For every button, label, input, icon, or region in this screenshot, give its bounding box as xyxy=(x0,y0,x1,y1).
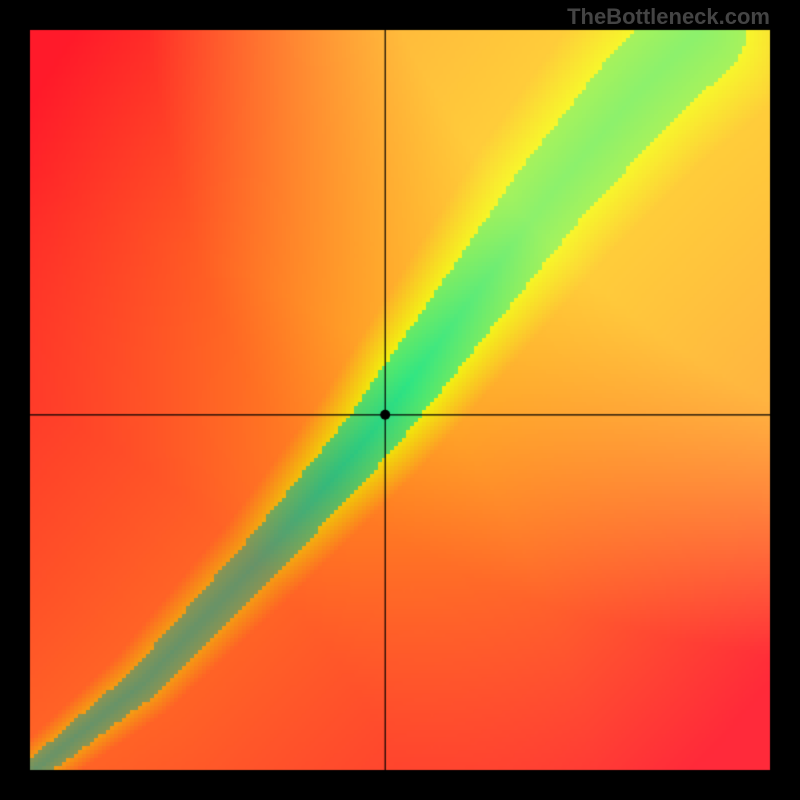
chart-container: TheBottleneck.com xyxy=(0,0,800,800)
watermark-text: TheBottleneck.com xyxy=(567,4,770,30)
bottleneck-heatmap xyxy=(0,0,800,800)
